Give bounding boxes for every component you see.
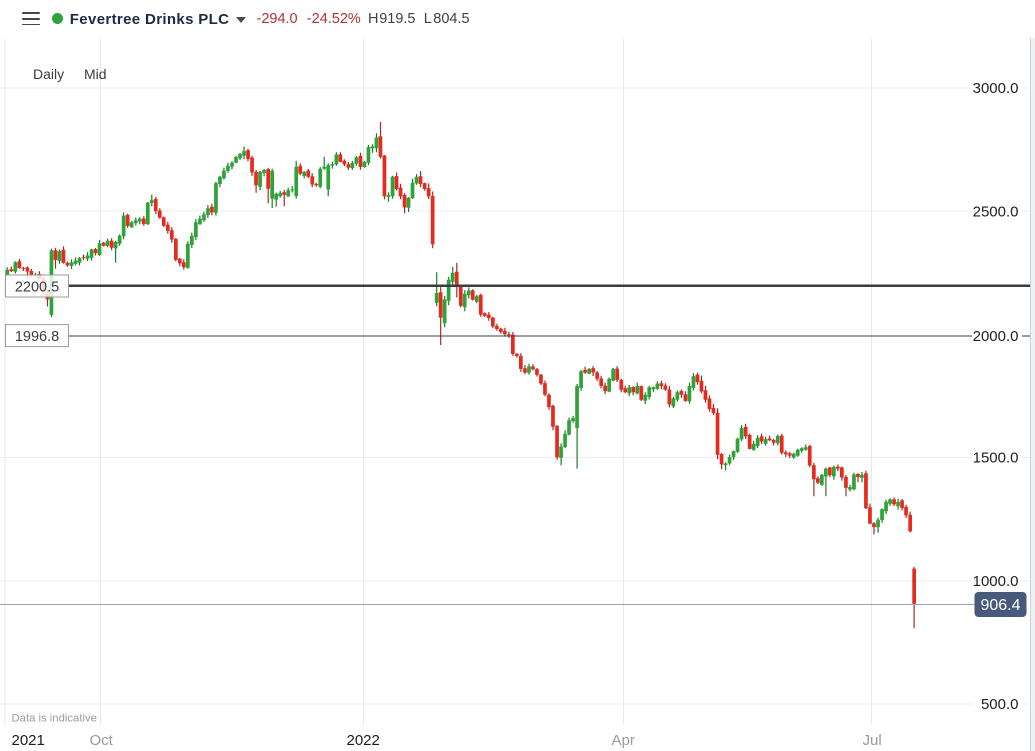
svg-text:1000.0: 1000.0 [973,573,1019,590]
svg-text:Data is indicative: Data is indicative [12,713,97,725]
svg-text:1996.8: 1996.8 [15,329,59,345]
svg-text:Mid: Mid [84,66,107,82]
svg-text:2200.5: 2200.5 [15,280,59,296]
svg-text:2021: 2021 [12,732,45,749]
svg-text:3000.0: 3000.0 [973,80,1019,97]
svg-text:Jul: Jul [863,732,882,749]
svg-text:906.4: 906.4 [980,597,1020,614]
svg-text:Oct: Oct [90,732,114,749]
svg-text:Apr: Apr [612,732,635,749]
svg-text:500.0: 500.0 [981,696,1019,713]
svg-text:2500.0: 2500.0 [973,203,1019,220]
svg-text:1500.0: 1500.0 [973,450,1019,467]
svg-text:2022: 2022 [347,732,380,749]
svg-text:Daily: Daily [33,66,64,82]
svg-text:2000.0: 2000.0 [973,328,1019,345]
